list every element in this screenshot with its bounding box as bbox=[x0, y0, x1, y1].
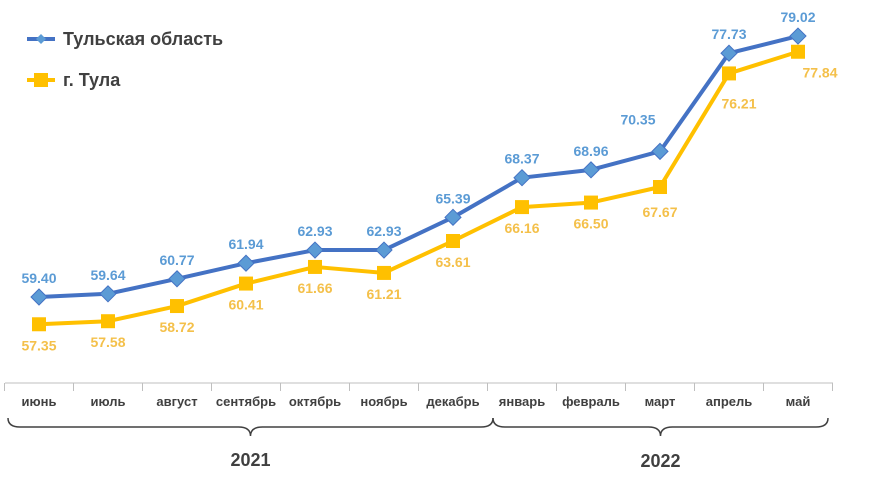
x-tick-label: октябрь bbox=[289, 394, 341, 409]
data-label: 62.93 bbox=[366, 223, 401, 239]
data-point-diamond bbox=[168, 270, 186, 288]
data-point-square bbox=[722, 66, 736, 81]
data-label: 70.35 bbox=[620, 111, 655, 127]
x-tick-label: сентябрь bbox=[216, 394, 276, 409]
data-point-square bbox=[377, 265, 391, 280]
data-point-diamond bbox=[375, 241, 393, 259]
data-label: 59.64 bbox=[90, 267, 125, 283]
data-label: 65.39 bbox=[435, 190, 470, 206]
legend-marker-diamond bbox=[36, 34, 46, 44]
data-point-diamond bbox=[237, 254, 255, 272]
x-tick-label: декабрь bbox=[426, 394, 479, 409]
data-point-diamond bbox=[444, 208, 462, 227]
data-label: 79.02 bbox=[780, 9, 815, 25]
data-point-square bbox=[32, 317, 46, 332]
data-point-diamond bbox=[651, 142, 669, 161]
legend-label: г. Тула bbox=[63, 70, 121, 90]
data-point-square bbox=[446, 234, 460, 249]
data-point-square bbox=[653, 180, 667, 195]
year-label: 2021 bbox=[230, 450, 270, 470]
year-label: 2022 bbox=[640, 451, 680, 471]
x-tick-label: май bbox=[786, 394, 811, 409]
data-point-square bbox=[170, 299, 184, 314]
series-layer: 59.40 59.64 60.77 61.94 62.93 62.93 65.39 68.37… bbox=[21, 9, 837, 353]
data-point-diamond bbox=[720, 44, 738, 62]
data-point-diamond bbox=[789, 27, 807, 45]
year-brace bbox=[492, 417, 829, 437]
data-point-square bbox=[791, 44, 805, 59]
data-point-square bbox=[308, 259, 322, 274]
data-label: 57.35 bbox=[21, 337, 56, 353]
data-label: 57.58 bbox=[90, 334, 125, 350]
data-point-diamond bbox=[306, 241, 324, 259]
data-label: 60.41 bbox=[228, 297, 263, 313]
data-label: 62.93 bbox=[297, 223, 332, 239]
x-tick-label: март bbox=[645, 394, 676, 409]
data-label: 67.67 bbox=[642, 204, 677, 220]
x-tick-label: июль bbox=[90, 394, 125, 409]
x-tick-label: январь bbox=[499, 394, 545, 409]
data-point-square bbox=[101, 314, 115, 329]
data-label: 59.40 bbox=[21, 270, 56, 286]
x-tick-label: август bbox=[156, 394, 197, 409]
x-tick-label: апрель bbox=[706, 394, 753, 409]
legend: Тульская область г. Тула bbox=[27, 29, 223, 90]
data-label: 77.73 bbox=[711, 26, 746, 42]
data-label: 77.84 bbox=[802, 65, 837, 81]
data-label: 68.96 bbox=[573, 143, 608, 159]
data-label: 61.94 bbox=[228, 236, 263, 252]
series-line bbox=[38, 34, 799, 299]
data-point-diamond bbox=[99, 285, 117, 303]
data-point-square bbox=[584, 195, 598, 210]
data-label: 58.72 bbox=[159, 319, 194, 335]
data-label: 61.21 bbox=[366, 286, 401, 302]
x-tick-label: ноябрь bbox=[360, 394, 407, 409]
data-label: 61.66 bbox=[297, 280, 332, 296]
data-label: 68.37 bbox=[504, 151, 539, 167]
data-label: 60.77 bbox=[159, 252, 194, 268]
data-point-diamond bbox=[582, 161, 600, 179]
data-label: 76.21 bbox=[721, 95, 756, 111]
data-label: 63.61 bbox=[435, 254, 470, 270]
data-point-square bbox=[239, 276, 253, 291]
series-line bbox=[38, 49, 799, 327]
legend-label: Тульская область bbox=[63, 29, 223, 49]
data-label: 66.16 bbox=[504, 220, 539, 236]
x-axis: июнь июль август сентябрь октябрь ноябрь декаб… bbox=[4, 382, 833, 471]
year-brace bbox=[7, 417, 494, 437]
data-point-diamond bbox=[513, 168, 531, 187]
data-point-square bbox=[515, 200, 529, 215]
legend-marker-square bbox=[34, 73, 48, 87]
data-point-diamond bbox=[30, 288, 48, 306]
x-tick-label: февраль bbox=[562, 394, 620, 409]
data-label: 66.50 bbox=[573, 216, 608, 232]
x-tick-label: июнь bbox=[22, 394, 57, 409]
